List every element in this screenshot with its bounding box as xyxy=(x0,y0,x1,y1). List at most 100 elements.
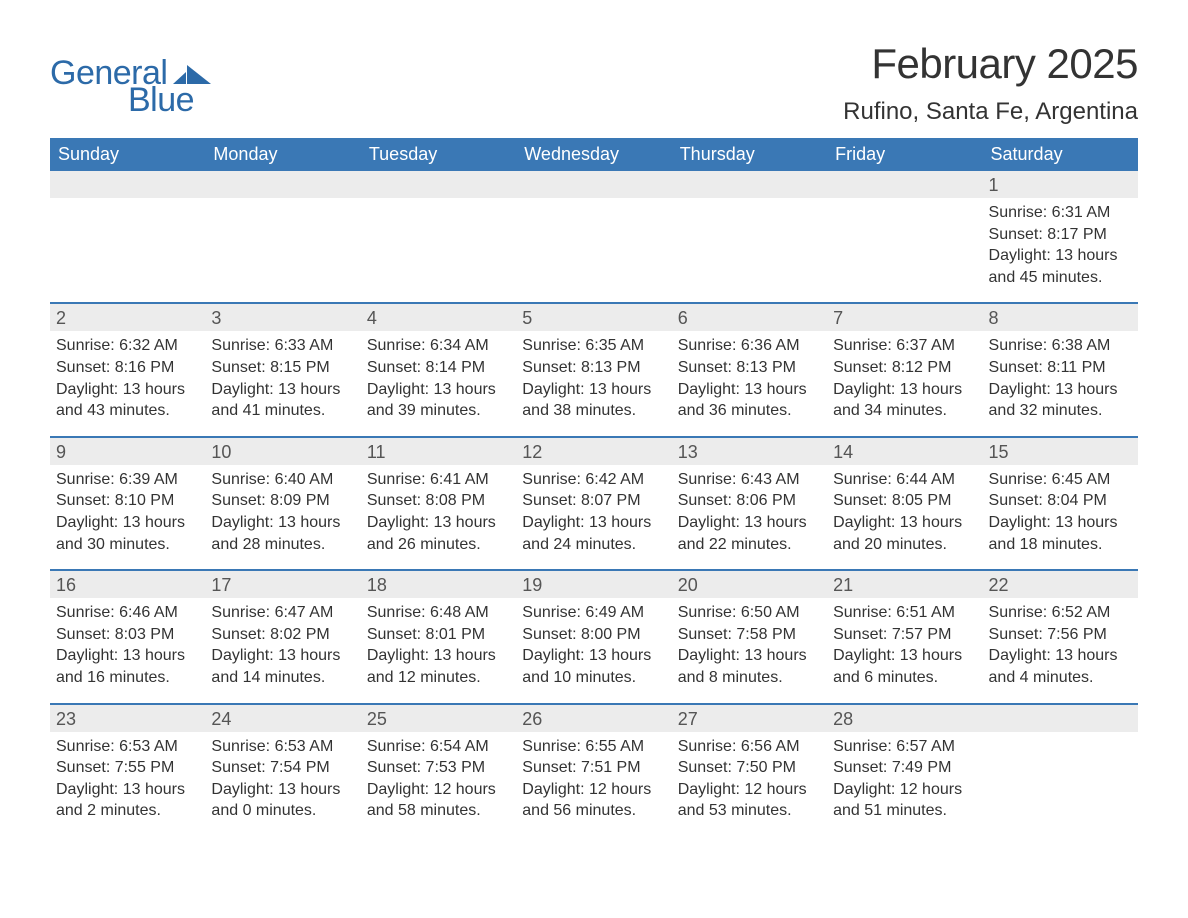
daylight-line-1: Daylight: 13 hours xyxy=(211,779,354,801)
daylight-line-1: Daylight: 13 hours xyxy=(522,645,665,667)
daylight-line-1: Daylight: 13 hours xyxy=(833,512,976,534)
sunrise-line: Sunrise: 6:40 AM xyxy=(211,469,354,491)
calendar-week: 23Sunrise: 6:53 AMSunset: 7:55 PMDayligh… xyxy=(50,703,1138,836)
day-details xyxy=(983,732,1138,812)
day-number xyxy=(983,705,1138,732)
daylight-line-2: and 2 minutes. xyxy=(56,800,199,822)
day-number: 12 xyxy=(516,438,671,465)
daylight-line-1: Daylight: 13 hours xyxy=(833,645,976,667)
day-cell: 7Sunrise: 6:37 AMSunset: 8:12 PMDaylight… xyxy=(827,304,982,435)
day-cell: 1Sunrise: 6:31 AMSunset: 8:17 PMDaylight… xyxy=(983,171,1138,302)
day-number: 7 xyxy=(827,304,982,331)
sunset-line: Sunset: 8:01 PM xyxy=(367,624,510,646)
daylight-line-1: Daylight: 13 hours xyxy=(367,379,510,401)
day-details xyxy=(827,198,982,278)
day-details: Sunrise: 6:41 AMSunset: 8:08 PMDaylight:… xyxy=(361,465,516,569)
sunrise-line: Sunrise: 6:35 AM xyxy=(522,335,665,357)
day-details xyxy=(516,198,671,278)
sunset-line: Sunset: 8:17 PM xyxy=(989,224,1132,246)
daylight-line-1: Daylight: 13 hours xyxy=(678,512,821,534)
sunrise-line: Sunrise: 6:57 AM xyxy=(833,736,976,758)
sunset-line: Sunset: 8:14 PM xyxy=(367,357,510,379)
day-number: 23 xyxy=(50,705,205,732)
day-details: Sunrise: 6:48 AMSunset: 8:01 PMDaylight:… xyxy=(361,598,516,702)
daylight-line-1: Daylight: 13 hours xyxy=(989,645,1132,667)
sunset-line: Sunset: 8:13 PM xyxy=(522,357,665,379)
sunrise-line: Sunrise: 6:44 AM xyxy=(833,469,976,491)
daylight-line-1: Daylight: 12 hours xyxy=(678,779,821,801)
dow-monday: Monday xyxy=(205,138,360,171)
sunset-line: Sunset: 8:08 PM xyxy=(367,490,510,512)
day-details: Sunrise: 6:51 AMSunset: 7:57 PMDaylight:… xyxy=(827,598,982,702)
dow-sunday: Sunday xyxy=(50,138,205,171)
daylight-line-2: and 16 minutes. xyxy=(56,667,199,689)
day-cell: 2Sunrise: 6:32 AMSunset: 8:16 PMDaylight… xyxy=(50,304,205,435)
empty-day-cell xyxy=(361,171,516,302)
day-cell: 4Sunrise: 6:34 AMSunset: 8:14 PMDaylight… xyxy=(361,304,516,435)
day-cell: 14Sunrise: 6:44 AMSunset: 8:05 PMDayligh… xyxy=(827,438,982,569)
logo: General Blue xyxy=(50,54,211,120)
calendar-week: 9Sunrise: 6:39 AMSunset: 8:10 PMDaylight… xyxy=(50,436,1138,569)
day-details: Sunrise: 6:56 AMSunset: 7:50 PMDaylight:… xyxy=(672,732,827,836)
daylight-line-1: Daylight: 13 hours xyxy=(56,779,199,801)
daylight-line-1: Daylight: 13 hours xyxy=(367,645,510,667)
sunset-line: Sunset: 8:12 PM xyxy=(833,357,976,379)
sunset-line: Sunset: 7:58 PM xyxy=(678,624,821,646)
sunrise-line: Sunrise: 6:31 AM xyxy=(989,202,1132,224)
day-details: Sunrise: 6:31 AMSunset: 8:17 PMDaylight:… xyxy=(983,198,1138,302)
daylight-line-2: and 24 minutes. xyxy=(522,534,665,556)
day-cell: 12Sunrise: 6:42 AMSunset: 8:07 PMDayligh… xyxy=(516,438,671,569)
page-header: General Blue February 2025 Rufino, Santa… xyxy=(50,40,1138,126)
day-cell: 20Sunrise: 6:50 AMSunset: 7:58 PMDayligh… xyxy=(672,571,827,702)
sunrise-line: Sunrise: 6:49 AM xyxy=(522,602,665,624)
daylight-line-2: and 4 minutes. xyxy=(989,667,1132,689)
sunrise-line: Sunrise: 6:45 AM xyxy=(989,469,1132,491)
day-details xyxy=(361,198,516,278)
dow-thursday: Thursday xyxy=(672,138,827,171)
calendar-week: 16Sunrise: 6:46 AMSunset: 8:03 PMDayligh… xyxy=(50,569,1138,702)
title-block: February 2025 Rufino, Santa Fe, Argentin… xyxy=(843,40,1138,126)
day-cell: 27Sunrise: 6:56 AMSunset: 7:50 PMDayligh… xyxy=(672,705,827,836)
day-number: 10 xyxy=(205,438,360,465)
sunset-line: Sunset: 8:11 PM xyxy=(989,357,1132,379)
sunset-line: Sunset: 8:04 PM xyxy=(989,490,1132,512)
location-subtitle: Rufino, Santa Fe, Argentina xyxy=(843,98,1138,126)
dow-saturday: Saturday xyxy=(983,138,1138,171)
sunrise-line: Sunrise: 6:56 AM xyxy=(678,736,821,758)
day-number: 22 xyxy=(983,571,1138,598)
sunset-line: Sunset: 7:55 PM xyxy=(56,757,199,779)
sunrise-line: Sunrise: 6:39 AM xyxy=(56,469,199,491)
daylight-line-2: and 8 minutes. xyxy=(678,667,821,689)
sunrise-line: Sunrise: 6:52 AM xyxy=(989,602,1132,624)
day-number xyxy=(50,171,205,198)
day-cell: 6Sunrise: 6:36 AMSunset: 8:13 PMDaylight… xyxy=(672,304,827,435)
daylight-line-2: and 18 minutes. xyxy=(989,534,1132,556)
day-details: Sunrise: 6:37 AMSunset: 8:12 PMDaylight:… xyxy=(827,331,982,435)
daylight-line-1: Daylight: 13 hours xyxy=(211,379,354,401)
day-details: Sunrise: 6:33 AMSunset: 8:15 PMDaylight:… xyxy=(205,331,360,435)
daylight-line-1: Daylight: 13 hours xyxy=(211,645,354,667)
day-details: Sunrise: 6:36 AMSunset: 8:13 PMDaylight:… xyxy=(672,331,827,435)
daylight-line-2: and 38 minutes. xyxy=(522,400,665,422)
daylight-line-1: Daylight: 13 hours xyxy=(367,512,510,534)
sunrise-line: Sunrise: 6:36 AM xyxy=(678,335,821,357)
daylight-line-1: Daylight: 12 hours xyxy=(833,779,976,801)
day-cell: 19Sunrise: 6:49 AMSunset: 8:00 PMDayligh… xyxy=(516,571,671,702)
sunrise-line: Sunrise: 6:53 AM xyxy=(56,736,199,758)
day-details: Sunrise: 6:54 AMSunset: 7:53 PMDaylight:… xyxy=(361,732,516,836)
day-details xyxy=(50,198,205,278)
day-number: 6 xyxy=(672,304,827,331)
day-number: 16 xyxy=(50,571,205,598)
daylight-line-1: Daylight: 13 hours xyxy=(522,379,665,401)
day-number: 27 xyxy=(672,705,827,732)
day-number: 26 xyxy=(516,705,671,732)
day-cell: 15Sunrise: 6:45 AMSunset: 8:04 PMDayligh… xyxy=(983,438,1138,569)
sunset-line: Sunset: 8:02 PM xyxy=(211,624,354,646)
empty-day-cell xyxy=(50,171,205,302)
sunrise-line: Sunrise: 6:34 AM xyxy=(367,335,510,357)
day-number: 28 xyxy=(827,705,982,732)
day-details: Sunrise: 6:39 AMSunset: 8:10 PMDaylight:… xyxy=(50,465,205,569)
sunset-line: Sunset: 7:51 PM xyxy=(522,757,665,779)
day-cell: 17Sunrise: 6:47 AMSunset: 8:02 PMDayligh… xyxy=(205,571,360,702)
sunrise-line: Sunrise: 6:48 AM xyxy=(367,602,510,624)
